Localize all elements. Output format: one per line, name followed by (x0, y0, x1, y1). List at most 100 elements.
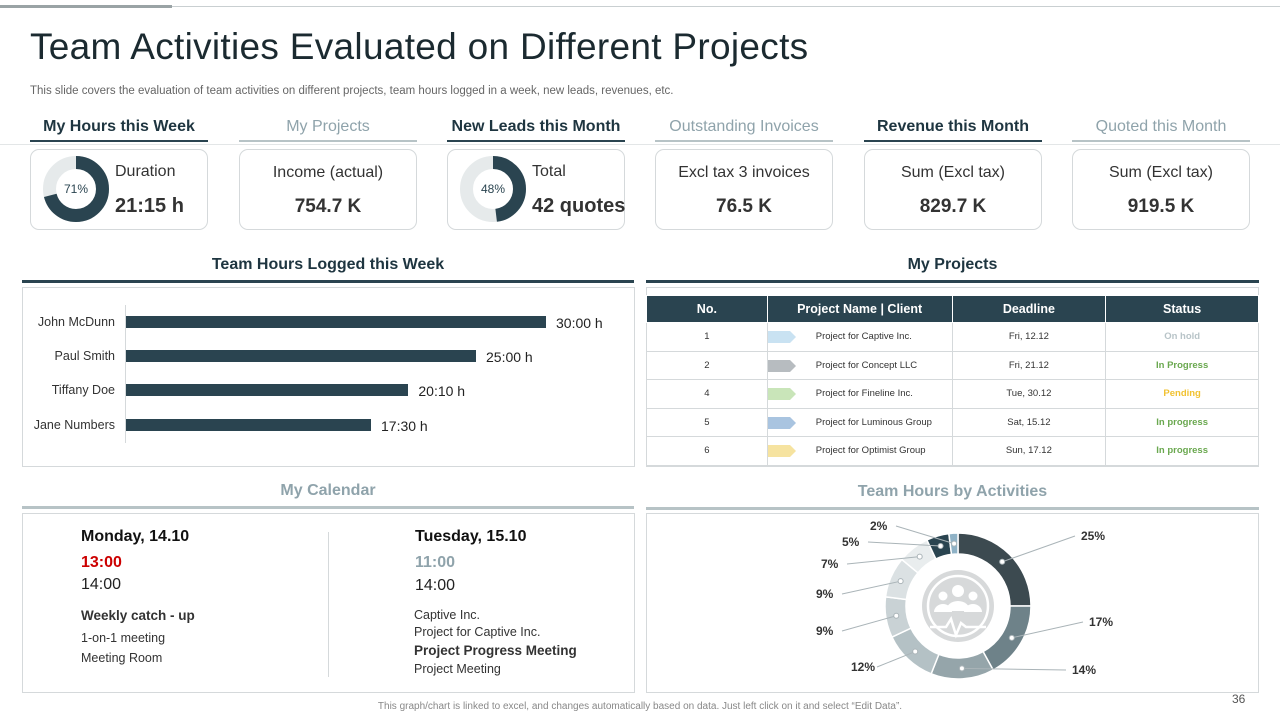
donut-leader-line (841, 615, 897, 632)
bar-axis (125, 305, 126, 443)
row-project: Project for Concept LLC (766, 350, 953, 380)
calendar-rule (22, 506, 634, 509)
kpi-rule (0, 144, 1280, 145)
row-deadline: Fri, 21.12 (951, 350, 1107, 380)
donut-leader-dot (916, 553, 923, 560)
calendar-day-2: Tuesday, 15.10 (415, 528, 527, 545)
kpi-value: 21:15 h (115, 195, 184, 217)
leads-ring-label: 48% (481, 182, 505, 196)
calendar-event-line: Project for Captive Inc. (414, 625, 541, 639)
calendar-event-title-1[interactable]: Weekly catch - up (81, 608, 195, 623)
donut-data-label: 9% (816, 587, 834, 601)
activities-title: Team Hours by Activities (857, 483, 1048, 500)
row-deadline: Tue, 30.12 (951, 379, 1107, 409)
donut-leader-line (1011, 621, 1084, 639)
col-status: Status (1105, 295, 1259, 323)
table-row[interactable]: 1 Project for Captive Inc. Fri, 12.12 On… (646, 322, 1259, 352)
page-subtitle: This slide covers the evaluation of team… (30, 85, 674, 97)
kpi-header-leads: New Leads this Month (447, 118, 625, 142)
donut-leader-dot (937, 542, 944, 549)
projects-title: My Projects (907, 256, 998, 273)
kpi-value: 829.7 K (919, 196, 987, 217)
donut-leader-dot (958, 665, 965, 672)
donut-leader-line (846, 556, 920, 565)
kpi-card-projects: Income (actual) 754.7 K (239, 149, 417, 230)
calendar-event-line: Meeting Room (81, 651, 163, 665)
row-deadline: Sat, 15.12 (951, 407, 1107, 437)
calendar-start-time-2: 11:00 (415, 554, 456, 571)
bar-value: 20:10 h (418, 383, 466, 399)
top-rule (172, 6, 1280, 7)
kpi-value: 919.5 K (1127, 196, 1195, 217)
calendar-event-line: 1-on-1 meeting (81, 631, 166, 645)
table-header-row: No. Project Name | Client Deadline Statu… (646, 295, 1259, 323)
calendar-title: My Calendar (280, 482, 376, 499)
hours-progress-ring: 71% (43, 156, 109, 222)
calendar-end-time-1: 14:00 (81, 576, 122, 593)
donut-leader-line (961, 667, 1067, 671)
kpi-value: 42 quotes (532, 195, 626, 217)
kpi-header-hours: My Hours this Week (30, 118, 208, 142)
calendar-divider (328, 532, 329, 677)
donut-leader-line (1002, 535, 1076, 563)
team-hours-panel (22, 287, 635, 467)
kpi-card-quoted: Sum (Excl tax) 919.5 K (1072, 149, 1250, 230)
bar-value: 17:30 h (381, 418, 428, 434)
calendar-event-line: Captive Inc. (414, 608, 481, 622)
col-deadline: Deadline (951, 295, 1107, 323)
bar-label: Paul Smith (54, 349, 115, 363)
bar-label: Jane Numbers (33, 418, 115, 432)
donut-leader-dot (893, 612, 900, 619)
project-tag-icon (767, 388, 796, 400)
kpi-label: Sum (Excl tax) (1108, 164, 1213, 181)
page-number: 36 (1232, 692, 1246, 706)
row-status: Pending (1105, 379, 1259, 409)
team-heartbeat-icon (922, 570, 994, 642)
table-row[interactable]: 6 Project for Optimist Group Sun, 17.12 … (646, 436, 1259, 466)
donut-leader-dot (897, 578, 904, 585)
row-status: In Progress (1105, 350, 1259, 380)
kpi-header-invoices: Outstanding Invoices (655, 118, 833, 142)
project-tag-icon (767, 331, 796, 343)
table-row[interactable]: 4 Project for Fineline Inc. Tue, 30.12 P… (646, 379, 1259, 409)
kpi-header-projects: My Projects (239, 118, 417, 142)
donut-data-label: 7% (821, 557, 839, 571)
row-deadline: Fri, 12.12 (951, 322, 1107, 352)
kpi-label: Income (actual) (272, 164, 384, 181)
bar-value: 30:00 h (556, 315, 603, 331)
donut-data-label: 12% (851, 660, 875, 674)
bar-label: Tiffany Doe (51, 383, 115, 397)
donut-data-label: 17% (1089, 615, 1113, 629)
table-row[interactable]: 2 Project for Concept LLC Fri, 21.12 In … (646, 350, 1259, 380)
bar-tiffany (126, 384, 409, 396)
bar-jane (126, 419, 371, 431)
project-tag-icon (767, 416, 796, 429)
donut-leader-dot (912, 648, 919, 655)
project-tag-icon (767, 359, 796, 372)
donut-leader-dot (999, 558, 1006, 565)
row-no: 2 (646, 350, 768, 380)
kpi-label: Sum (Excl tax) (900, 164, 1005, 181)
kpi-header-revenue: Revenue this Month (864, 118, 1042, 142)
bar-paul (126, 350, 476, 362)
row-project: Project for Optimist Group (766, 436, 953, 466)
donut-data-label: 25% (1081, 529, 1105, 543)
calendar-event-title-2[interactable]: Project Progress Meeting (414, 643, 577, 658)
donut-leader-line (867, 541, 941, 547)
projects-rule (646, 280, 1259, 283)
calendar-day-1: Monday, 14.10 (81, 528, 190, 545)
activities-donut-chart: 25% 17% 14% 12% 9% 9% 7%5% 2% (816, 519, 1113, 680)
row-status: On hold (1105, 322, 1259, 352)
row-status: In progress (1105, 407, 1259, 437)
row-no: 5 (646, 407, 768, 437)
donut-leader-dot (951, 540, 958, 547)
donut-leader-line (876, 651, 916, 668)
row-project: Project for Luminous Group (766, 407, 953, 437)
row-project: Project for Fineline Inc. (766, 379, 953, 409)
activities-rule (646, 507, 1259, 510)
project-tag-icon (767, 445, 796, 457)
table-row[interactable]: 5 Project for Luminous Group Sat, 15.12 … (646, 407, 1259, 437)
row-no: 6 (646, 436, 768, 466)
kpi-header-quoted: Quoted this Month (1072, 118, 1250, 142)
donut-data-label: 14% (1072, 663, 1096, 677)
